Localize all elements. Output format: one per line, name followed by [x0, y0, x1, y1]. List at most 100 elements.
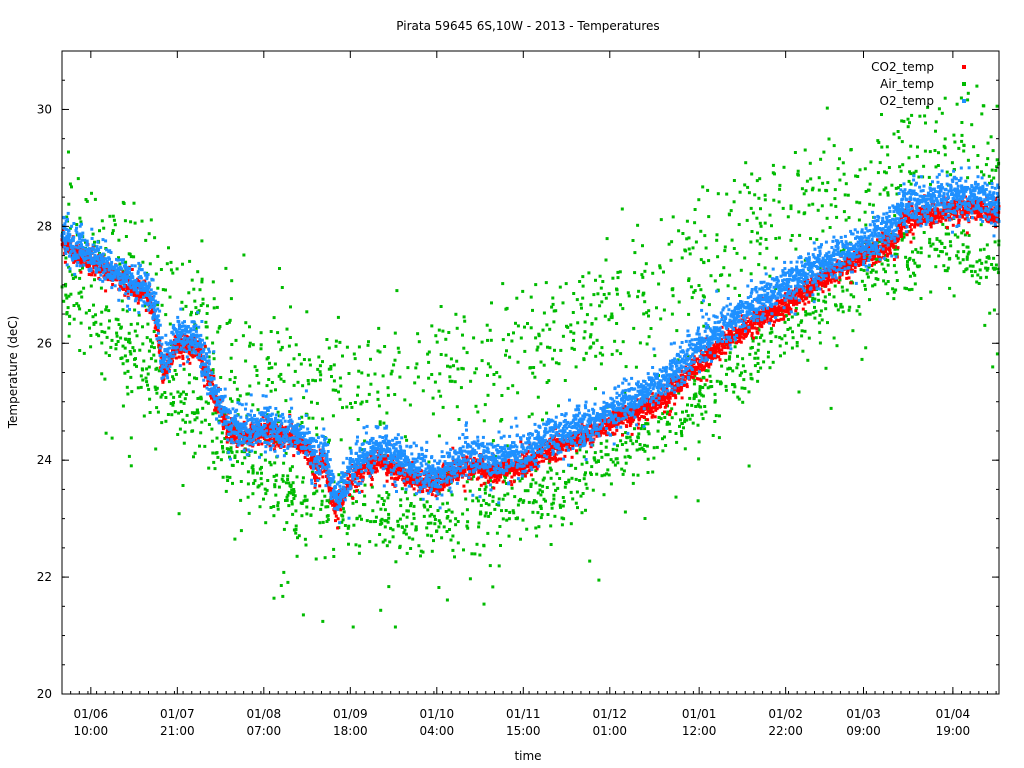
air-temp-point [655, 445, 659, 449]
air-temp-point [584, 471, 587, 475]
air-temp-point [303, 494, 307, 498]
air-temp-point [373, 372, 377, 376]
co2-temp-point [174, 356, 178, 360]
air-temp-point [763, 193, 767, 197]
co2-temp-point [396, 477, 399, 481]
air-temp-point [432, 539, 435, 543]
air-temp-point [91, 315, 95, 319]
air-temp-point [297, 353, 301, 357]
co2-temp-point [571, 443, 575, 447]
air-temp-point [62, 299, 66, 303]
air-temp-point [759, 366, 763, 370]
air-temp-point [666, 410, 670, 414]
air-temp-point [241, 334, 245, 338]
air-temp-point [727, 212, 731, 216]
air-temp-point [338, 376, 342, 380]
air-temp-point [429, 534, 433, 538]
co2-temp-point [442, 483, 446, 487]
co2-temp-point [531, 462, 535, 466]
co2-temp-point [326, 477, 330, 481]
air-temp-point [851, 329, 855, 333]
co2-temp-point [406, 480, 410, 484]
co2-temp-point [189, 353, 193, 357]
air-temp-point [655, 306, 658, 310]
air-temp-point [466, 526, 470, 530]
air-temp-point [440, 536, 444, 540]
air-temp-point [489, 479, 492, 483]
air-temp-point [522, 499, 526, 503]
air-temp-point [966, 91, 970, 95]
air-temp-point [949, 173, 953, 177]
co2-temp-point [332, 501, 336, 505]
air-temp-point [884, 253, 887, 257]
co2-temp-point [337, 493, 341, 497]
air-temp-point [415, 362, 419, 366]
air-temp-point [755, 216, 759, 220]
co2-temp-point [558, 448, 562, 452]
air-temp-point [722, 266, 726, 270]
air-temp-point [549, 476, 553, 480]
air-temp-point [982, 247, 986, 251]
air-temp-point [917, 175, 921, 179]
air-temp-point [376, 500, 380, 504]
air-temp-point [479, 503, 483, 507]
air-temp-point [602, 493, 606, 497]
air-temp-point [884, 270, 887, 274]
air-temp-point [398, 375, 402, 379]
co2-temp-point [372, 459, 376, 463]
air-temp-point [188, 420, 192, 424]
air-temp-point [437, 525, 441, 529]
air-temp-point [697, 284, 701, 287]
air-temp-point [990, 263, 994, 266]
co2-temp-point [170, 361, 174, 365]
air-temp-point [300, 421, 304, 424]
air-temp-point [461, 367, 465, 371]
air-temp-point [272, 474, 276, 478]
air-temp-point [325, 520, 329, 523]
air-temp-point [64, 284, 67, 288]
air-temp-point [865, 272, 869, 276]
air-temp-point [988, 181, 991, 185]
air-temp-point [594, 387, 597, 391]
air-temp-point [511, 384, 515, 388]
air-temp-point [488, 493, 492, 497]
air-temp-point [810, 188, 814, 192]
air-temp-point [813, 316, 817, 320]
co2-temp-point [282, 444, 286, 448]
air-temp-point [908, 170, 912, 174]
air-temp-point [596, 292, 600, 296]
air-temp-point [521, 518, 525, 522]
co2-temp-point [126, 291, 130, 295]
air-temp-point [871, 203, 875, 207]
air-temp-point [519, 336, 523, 340]
air-temp-point [239, 480, 243, 483]
air-temp-point [532, 499, 536, 503]
air-temp-point [725, 372, 728, 376]
air-temp-point [569, 490, 573, 494]
co2-temp-point [92, 266, 96, 270]
air-temp-point [87, 309, 91, 312]
air-temp-point [206, 304, 209, 308]
co2-temp-point [533, 464, 537, 468]
co2-temp-point [67, 241, 71, 245]
air-temp-point [295, 554, 299, 558]
air-temp-point [160, 393, 164, 397]
air-temp-point [732, 179, 736, 182]
air-temp-point [806, 358, 810, 362]
air-temp-point [141, 260, 145, 264]
air-temp-point [979, 276, 983, 280]
air-temp-point [236, 460, 239, 464]
co2-temp-point [447, 482, 451, 485]
air-temp-point [638, 443, 642, 446]
air-temp-point [704, 410, 708, 414]
air-temp-point [803, 329, 807, 333]
air-temp-point [534, 481, 538, 485]
air-temp-point [929, 290, 933, 294]
air-temp-point [564, 481, 567, 484]
air-temp-point [497, 497, 501, 501]
air-temp-point [809, 177, 813, 181]
air-temp-point [269, 463, 273, 467]
air-temp-point [749, 206, 753, 210]
air-temp-point [378, 422, 382, 426]
air-temp-point [337, 473, 341, 477]
